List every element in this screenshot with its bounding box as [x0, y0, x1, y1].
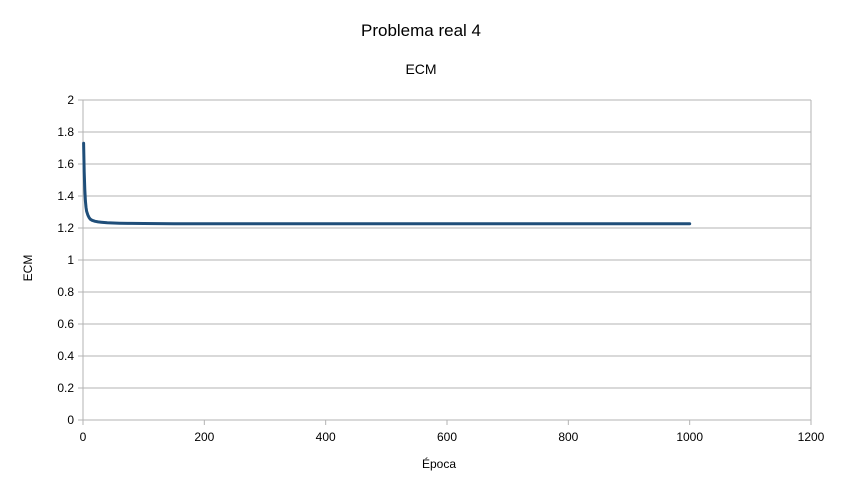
x-tick-label: 1000 — [676, 430, 703, 444]
gridlines — [83, 99, 812, 421]
y-tick-label: 1 — [67, 253, 74, 267]
x-tick-label: 200 — [194, 430, 214, 444]
series-line-0 — [82, 141, 692, 226]
x-tick-label: 600 — [437, 430, 457, 444]
x-axis-ticks: 0 200 400 600 800 1000 1200 — [80, 420, 825, 444]
y-axis-label: ECM — [21, 255, 35, 282]
x-axis-label: Época — [422, 456, 456, 471]
series-group — [82, 141, 692, 226]
y-tick-label: 0.8 — [57, 285, 74, 299]
chart-subtitle: ECM — [405, 61, 436, 77]
y-tick-label: 2 — [67, 93, 74, 107]
y-tick-label: 1.6 — [57, 157, 74, 171]
y-tick-label: 0.2 — [57, 381, 74, 395]
y-tick-label: 0.4 — [57, 349, 74, 363]
y-tick-label: 1.4 — [57, 189, 74, 203]
x-tick-label: 1200 — [798, 430, 825, 444]
y-tick-label: 0 — [67, 413, 74, 427]
x-tick-label: 800 — [558, 430, 578, 444]
x-tick-label: 400 — [316, 430, 336, 444]
x-tick-label: 0 — [80, 430, 87, 444]
y-tick-label: 1.2 — [57, 221, 74, 235]
y-tick-label: 0.6 — [57, 317, 74, 331]
y-tick-label: 1.8 — [57, 125, 74, 139]
y-axis-ticks: 0 0.2 0.4 0.6 0.8 1 1.2 1.4 1.6 1.8 2 — [57, 93, 83, 427]
chart-title: Problema real 4 — [361, 21, 481, 40]
